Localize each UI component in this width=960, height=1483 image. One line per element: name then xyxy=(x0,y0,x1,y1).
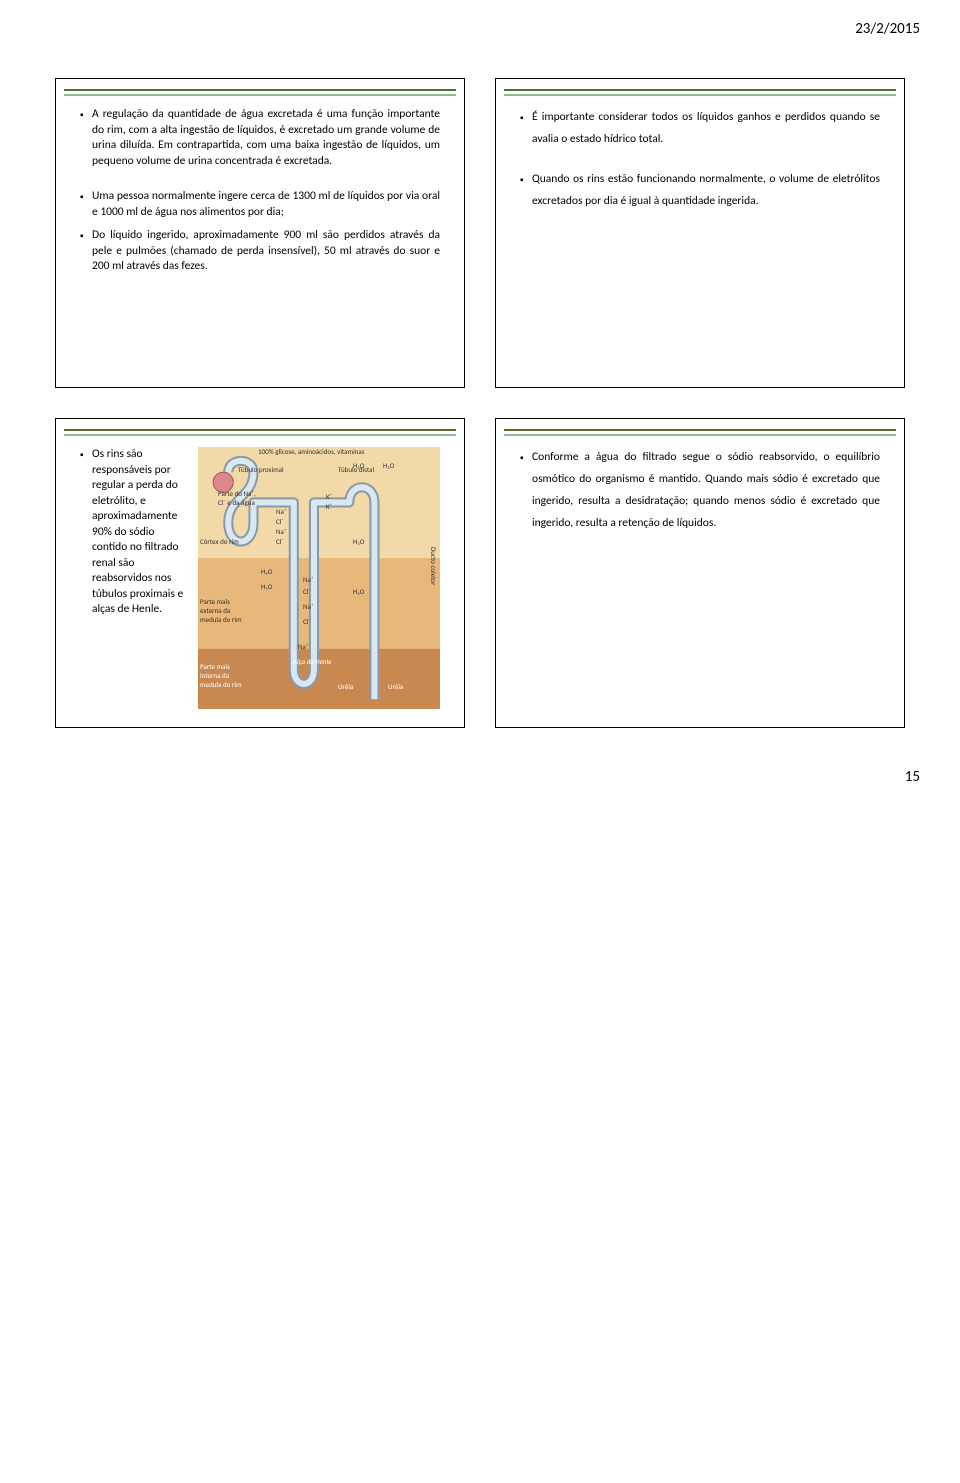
molecule-label: H₂O xyxy=(261,567,272,576)
bullet-text: Conforme a água do filtrado segue o sódi… xyxy=(532,447,880,534)
molecule-label: K⁺ xyxy=(326,492,332,501)
slide-3: ▪ Os rins são responsáveis por regular a… xyxy=(55,418,465,728)
diagram-label: Parte mais interna da medula do rim xyxy=(200,662,250,689)
molecule-label: H₂O xyxy=(261,582,272,591)
molecule-label: Na⁺ xyxy=(276,527,286,536)
slide-3-side-text: ▪ Os rins são responsáveis por regular a… xyxy=(80,447,190,626)
bullet-icon: ▪ xyxy=(80,107,92,169)
slide-accent-line xyxy=(64,89,456,91)
slide-row-2: ▪ Os rins são responsáveis por regular a… xyxy=(0,418,960,728)
bullet-text: Quando os rins estão funcionando normalm… xyxy=(532,169,880,213)
molecule-label: Cl⁻ xyxy=(276,537,284,546)
slide-1: ▪ A regulação da quantidade de água excr… xyxy=(55,78,465,388)
diagram-label: Córtex do rim xyxy=(200,537,239,546)
slide-4: ▪ Conforme a água do filtrado segue o só… xyxy=(495,418,905,728)
bullet-text: Do líquido ingerido, aproximadamente 900… xyxy=(92,228,440,275)
bullet-icon: ▪ xyxy=(520,107,532,151)
bullet-text: Os rins são responsáveis por regular a p… xyxy=(92,447,190,618)
molecule-label: Na⁺ xyxy=(303,602,313,611)
diagram-label: Túbulo proximal xyxy=(238,465,284,474)
page-number: 15 xyxy=(0,758,960,806)
slide-accent-line xyxy=(504,434,896,436)
molecule-label: K⁺ xyxy=(326,502,332,511)
slide-4-content: ▪ Conforme a água do filtrado segue o só… xyxy=(520,447,880,534)
molecule-label: Cl⁻ xyxy=(276,517,284,526)
molecule-label: H₂O xyxy=(353,587,364,596)
slide-2: ▪ É importante considerar todos os líqui… xyxy=(495,78,905,388)
bullet-icon: ▪ xyxy=(80,189,92,220)
molecule-label: Na⁺ xyxy=(298,642,308,651)
diagram-label: 100% glicose, aminoácidos, vitaminas xyxy=(258,447,365,456)
diagram-label: Parte mais externa da medula do rim xyxy=(200,597,250,624)
diagram-label: Ducto coletor xyxy=(429,547,438,586)
bullet-text: É importante considerar todos os líquido… xyxy=(532,107,880,151)
molecule-label: Cl⁻ xyxy=(303,617,311,626)
diagram-label: Uréia xyxy=(388,682,403,691)
slide-accent-line xyxy=(64,429,456,431)
slide-accent-line xyxy=(504,94,896,96)
slide-3-content: ▪ Os rins são responsáveis por regular a… xyxy=(80,447,440,626)
diagram-small-label: Parte do Na⁺, Cl⁻ e da água xyxy=(218,489,258,507)
molecule-label: H₂O xyxy=(353,537,364,546)
slide-1-content: ▪ A regulação da quantidade de água excr… xyxy=(80,107,440,275)
bullet-text: Uma pessoa normalmente ingere cerca de 1… xyxy=(92,189,440,220)
bullet-icon: ▪ xyxy=(80,447,92,618)
slide-2-content: ▪ É importante considerar todos os líqui… xyxy=(520,107,880,212)
slide-accent-line xyxy=(504,89,896,91)
diagram-label: Uréia xyxy=(338,682,353,691)
diagram-label: Alça de Henle xyxy=(293,657,331,666)
nephron-diagram: 100% glicose, aminoácidos, vitaminas Túb… xyxy=(198,447,440,626)
molecule-label: H₂O xyxy=(353,461,364,470)
molecule-label: Na⁺ xyxy=(276,507,286,516)
molecule-label: H₂O xyxy=(383,461,394,470)
bullet-icon: ▪ xyxy=(520,447,532,534)
page-date: 23/2/2015 xyxy=(0,0,960,48)
slide-accent-line xyxy=(504,429,896,431)
molecule-label: Cl⁻ xyxy=(303,587,311,596)
bullet-text: A regulação da quantidade de água excret… xyxy=(92,107,440,169)
molecule-label: Na⁺ xyxy=(303,575,313,584)
bullet-icon: ▪ xyxy=(80,228,92,275)
slide-accent-line xyxy=(64,94,456,96)
slide-accent-line xyxy=(64,434,456,436)
slide-row-1: ▪ A regulação da quantidade de água excr… xyxy=(0,78,960,388)
bullet-icon: ▪ xyxy=(520,169,532,213)
